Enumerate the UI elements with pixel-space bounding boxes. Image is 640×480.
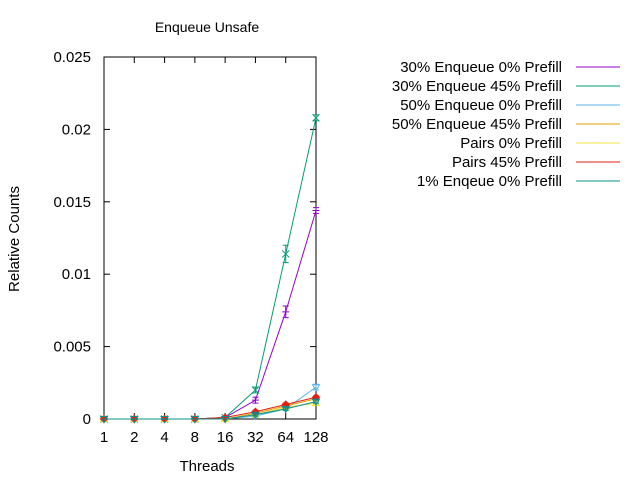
legend-label: Pairs 0% Prefill xyxy=(460,135,562,152)
y-tick-label: 0.015 xyxy=(53,194,91,211)
error-bar xyxy=(252,412,259,417)
x-tick-label: 8 xyxy=(191,429,199,446)
data-point xyxy=(312,206,320,214)
data-point xyxy=(282,308,290,316)
series-line xyxy=(104,401,317,420)
y-tick-label: 0.005 xyxy=(53,339,91,356)
data-point xyxy=(190,416,200,424)
legend-label: 1% Enqeue 0% Prefill xyxy=(417,173,562,190)
legend-label: 50% Enqueue 45% Prefill xyxy=(392,116,562,133)
data-point xyxy=(129,416,139,424)
y-tick-label: 0.02 xyxy=(62,121,91,138)
series-7 xyxy=(99,398,321,424)
data-point xyxy=(281,250,290,258)
x-tick-label: 64 xyxy=(277,429,294,446)
legend-label: Pairs 45% Prefill xyxy=(452,154,562,171)
x-axis-label: Threads xyxy=(179,458,234,475)
x-tick-label: 16 xyxy=(217,429,234,446)
data-point xyxy=(251,386,260,394)
legend-label: 50% Enqueue 0% Prefill xyxy=(400,97,562,114)
error-bar xyxy=(313,399,319,404)
y-tick-label: 0.01 xyxy=(62,266,91,283)
data-point xyxy=(220,416,230,424)
series-line xyxy=(104,210,317,420)
data-point xyxy=(281,405,291,414)
data-point xyxy=(251,396,259,404)
legend-label: 30% Enqueue 0% Prefill xyxy=(400,59,562,76)
legend: 30% Enqueue 0% Prefill 30% Enqueue 45% Pr… xyxy=(392,59,620,190)
data-point xyxy=(311,398,321,407)
x-axis: 1 2 4 8 16 32 64 128 xyxy=(100,57,329,446)
series-line xyxy=(104,117,317,420)
x-tick-label: 128 xyxy=(303,429,328,446)
chart-title: Enqueue Unsafe xyxy=(155,19,260,35)
y-axis-label: Relative Counts xyxy=(6,186,23,292)
error-bar xyxy=(282,406,289,411)
series-layer xyxy=(99,113,321,424)
data-point xyxy=(160,416,169,424)
y-tick-label: 0.025 xyxy=(53,49,91,66)
data-point xyxy=(99,416,109,424)
x-tick-label: 1 xyxy=(100,429,108,446)
y-axis: 0 0.005 0.01 0.015 0.02 0.025 xyxy=(53,49,316,428)
x-tick-label: 2 xyxy=(130,429,138,446)
data-point xyxy=(251,411,260,420)
series-2 xyxy=(100,113,320,423)
legend-label: 30% Enqueue 45% Prefill xyxy=(392,78,562,95)
y-tick-label: 0 xyxy=(83,411,91,428)
x-tick-label: 32 xyxy=(247,429,264,446)
plot-frame xyxy=(103,56,317,420)
x-tick-label: 4 xyxy=(160,429,168,446)
data-point xyxy=(312,113,320,122)
plot-border xyxy=(103,56,317,420)
series-1 xyxy=(100,206,320,423)
data-point xyxy=(311,384,321,392)
